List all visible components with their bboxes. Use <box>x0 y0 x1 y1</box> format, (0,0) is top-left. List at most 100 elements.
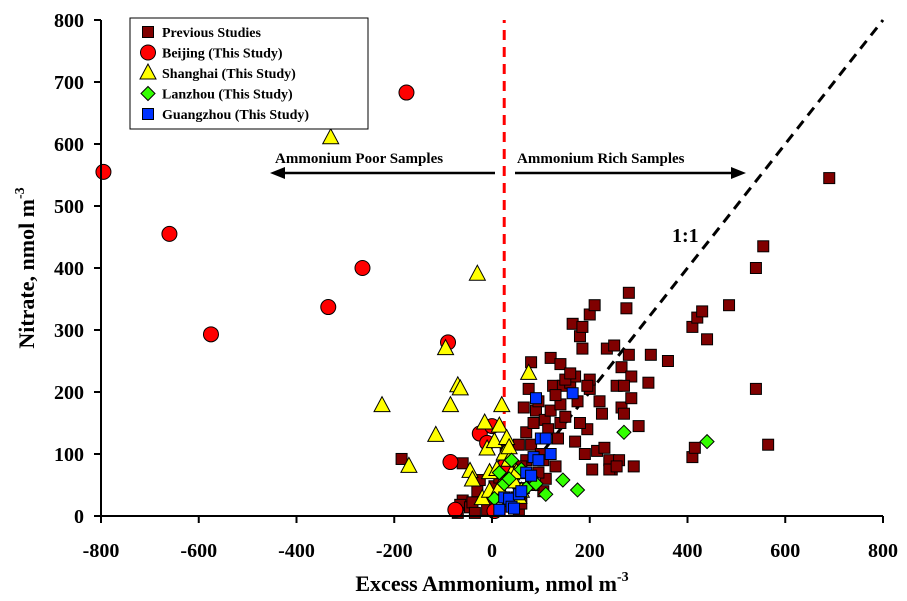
y-axis-title-sup: -3 <box>13 187 28 199</box>
y-tick-label: 800 <box>54 10 84 32</box>
data-point <box>823 172 836 185</box>
x-tick-label: -400 <box>278 540 315 562</box>
y-tick-label: 0 <box>74 506 84 528</box>
data-point <box>468 506 481 519</box>
x-axis-title: Excess Ammonium, nmol m-3 <box>355 570 628 596</box>
legend-marker <box>140 44 156 61</box>
data-point <box>544 351 557 364</box>
data-point <box>701 333 714 346</box>
data-point <box>749 382 762 395</box>
one-to-one-label: 1:1 <box>672 225 699 247</box>
data-point <box>544 404 557 417</box>
x-tick-label: 400 <box>673 540 703 562</box>
y-tick-label: 700 <box>54 72 84 94</box>
data-point <box>320 299 337 316</box>
data-point <box>475 412 494 430</box>
data-point <box>696 305 709 318</box>
y-tick-label: 300 <box>54 320 84 342</box>
data-point <box>517 401 530 414</box>
y-tick-label: 100 <box>54 444 84 466</box>
data-point <box>555 472 571 488</box>
data-point <box>501 471 517 487</box>
y-tick-label: 200 <box>54 382 84 404</box>
data-point <box>593 395 606 408</box>
x-tick-label: -200 <box>376 540 413 562</box>
ammonium-rich-label: Ammonium Rich Samples <box>517 151 685 167</box>
y-axis-title-text: Nitrate, nmol m <box>14 199 39 349</box>
ammonium-poor-label: Ammonium Poor Samples <box>275 151 443 167</box>
data-point <box>723 299 736 312</box>
data-point <box>581 379 594 392</box>
data-point <box>544 448 557 460</box>
data-point <box>525 438 538 451</box>
legend-label: Previous Studies <box>162 26 261 41</box>
y-tick-label: 400 <box>54 258 84 280</box>
data-point <box>468 264 487 281</box>
x-axis-title-text: Excess Ammonium, nmol m <box>355 571 617 596</box>
data-point <box>569 482 586 498</box>
data-point <box>426 425 445 442</box>
data-point <box>395 452 408 465</box>
legend-marker <box>142 26 154 38</box>
data-point <box>573 417 586 429</box>
data-point <box>161 225 178 242</box>
data-point <box>503 452 520 468</box>
legend: Previous Studies Beijing (This Study) Shan… <box>129 17 369 130</box>
data-point <box>644 348 657 361</box>
data-point <box>608 339 621 352</box>
data-point <box>615 361 628 374</box>
data-point <box>549 460 562 473</box>
series-1 <box>95 84 513 520</box>
data-point <box>436 338 455 356</box>
data-point <box>616 424 632 441</box>
legend-label: Lanzhou (This Study) <box>162 88 293 103</box>
data-point <box>564 367 577 380</box>
x-tick-label: 800 <box>868 540 898 562</box>
data-point <box>398 84 415 101</box>
data-point <box>532 454 545 467</box>
data-point <box>447 501 464 518</box>
data-point <box>688 441 701 454</box>
data-point <box>500 437 518 455</box>
data-point <box>576 320 589 333</box>
data-point <box>507 502 520 515</box>
data-point <box>354 260 371 276</box>
data-point <box>525 469 538 482</box>
data-point <box>642 376 655 389</box>
data-point <box>762 438 775 451</box>
data-point <box>492 395 511 413</box>
data-point <box>373 395 391 413</box>
data-point <box>699 433 715 450</box>
ammonium-poor-arrowhead <box>270 167 285 179</box>
y-tick-label: 500 <box>54 196 84 218</box>
data-point <box>617 407 630 420</box>
data-point <box>491 464 508 481</box>
ammonium-rich-arrowhead <box>731 167 746 179</box>
data-point <box>617 379 630 392</box>
x-tick-label: -600 <box>180 540 217 562</box>
markers-layer <box>95 84 836 520</box>
y-axis-title: Nitrate, nmol m-3 <box>13 187 39 348</box>
data-point <box>581 423 594 436</box>
data-point <box>95 163 112 180</box>
data-point <box>576 342 589 355</box>
data-point <box>586 463 599 476</box>
data-point <box>566 387 579 400</box>
data-point <box>578 448 591 460</box>
data-point <box>321 127 340 145</box>
data-point <box>463 469 482 487</box>
data-point <box>539 472 552 485</box>
data-point <box>519 363 538 380</box>
x-tick-label: 200 <box>575 540 605 562</box>
data-point <box>400 456 418 473</box>
data-point <box>588 299 601 312</box>
x-tick-label: -800 <box>83 540 120 562</box>
x-axis-title-sup: -3 <box>617 570 629 585</box>
data-point <box>549 389 562 402</box>
x-tick-label: 0 <box>487 540 497 562</box>
data-point <box>661 355 674 367</box>
data-point <box>520 426 533 439</box>
data-point <box>559 410 572 423</box>
legend-label: Shanghai (This Study) <box>162 67 296 82</box>
